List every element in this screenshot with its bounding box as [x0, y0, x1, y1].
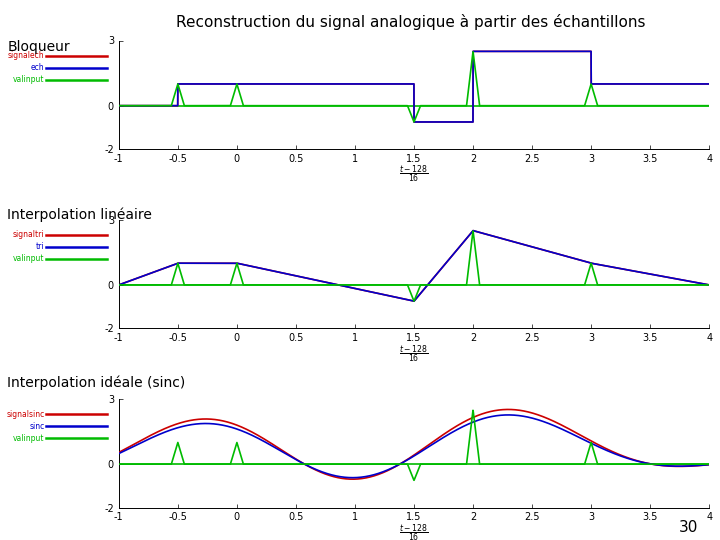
Text: Interpolation linéaire: Interpolation linéaire	[7, 208, 152, 222]
Text: valinput: valinput	[13, 434, 45, 443]
X-axis label: $\frac{t-128}{16}$: $\frac{t-128}{16}$	[400, 164, 428, 185]
X-axis label: $\frac{t-128}{16}$: $\frac{t-128}{16}$	[400, 343, 428, 364]
Text: signalech: signalech	[8, 51, 45, 60]
Text: signaltri: signaltri	[13, 231, 45, 239]
Text: tri: tri	[36, 242, 45, 252]
Text: 30: 30	[679, 519, 698, 535]
Text: sinc: sinc	[29, 422, 45, 430]
Text: Interpolation idéale (sinc): Interpolation idéale (sinc)	[7, 375, 186, 390]
Text: Reconstruction du signal analogique à partir des échantillons: Reconstruction du signal analogique à pa…	[176, 14, 645, 30]
Text: signalsinc: signalsinc	[6, 410, 45, 418]
X-axis label: $\frac{t-128}{16}$: $\frac{t-128}{16}$	[400, 523, 428, 540]
Text: valinput: valinput	[13, 75, 45, 84]
Text: valinput: valinput	[13, 254, 45, 264]
Text: ech: ech	[31, 63, 45, 72]
Text: Bloqueur: Bloqueur	[7, 40, 70, 55]
